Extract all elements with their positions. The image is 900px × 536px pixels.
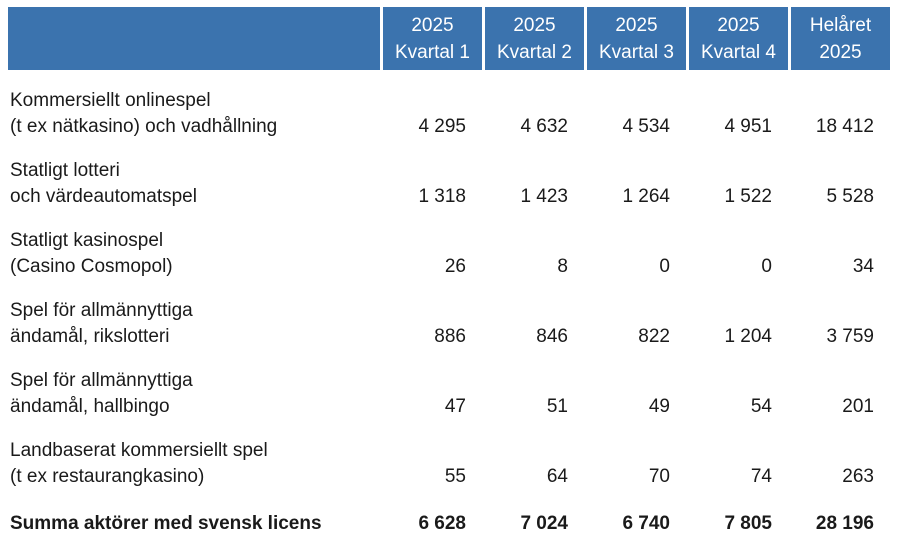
value-cell: 54 (750, 396, 772, 417)
col-header-q4: 2025 Kvartal 4 (686, 7, 788, 70)
value-cell: 4 295 (418, 116, 466, 137)
row-label-line: Landbaserat kommersiellt spel (10, 440, 268, 461)
value-cell: 0 (761, 256, 772, 277)
col-header-q2: 2025 Kvartal 2 (482, 7, 584, 70)
total-row-label: Summa aktörer med svensk licens (10, 513, 322, 534)
value-cell: 74 (750, 466, 772, 487)
col-header-line: Kvartal 2 (497, 41, 572, 63)
col-header-line: Kvartal 1 (395, 41, 470, 63)
value-cell: 1 522 (724, 186, 772, 207)
row-label-line: och värdeautomatspel (10, 186, 197, 207)
table-row-public-benefit-bingo: Spel för allmännyttiga ändamål, hallbing… (8, 350, 890, 420)
row-label: Landbaserat kommersiellt spel (t ex rest… (8, 420, 380, 490)
col-header-line: 2025 (717, 14, 760, 36)
row-label-line: (Casino Cosmopol) (10, 256, 173, 277)
table-row-total: Summa aktörer med svensk licens 6 628 7 … (8, 490, 890, 536)
row-label-line: (t ex restaurangkasino) (10, 466, 205, 487)
value-cell: 26 (444, 256, 466, 277)
row-label-line: ändamål, rikslotteri (10, 326, 170, 347)
col-header-line: Kvartal 4 (701, 41, 776, 63)
total-value-cell: 7 805 (724, 513, 772, 534)
col-header-line: 2025 (411, 14, 454, 36)
col-header-q3: 2025 Kvartal 3 (584, 7, 686, 70)
row-label: Kommersiellt onlinespel (t ex nätkasino)… (8, 70, 380, 140)
row-label-line: ändamål, hallbingo (10, 396, 170, 417)
col-header-line: 2025 (513, 14, 556, 36)
value-cell: 8 (557, 256, 568, 277)
total-value-cell: 7 024 (520, 513, 568, 534)
value-cell: 1 318 (418, 186, 466, 207)
col-header-line: Kvartal 3 (599, 41, 674, 63)
col-header-line: Helåret (809, 14, 872, 36)
value-cell: 3 759 (826, 326, 874, 347)
value-cell: 1 264 (622, 186, 670, 207)
row-label-line: Statligt kasinospel (10, 230, 164, 251)
value-cell: 47 (444, 396, 466, 417)
row-label: Statligt lotteri och värdeautomatspel (8, 140, 380, 210)
row-label-line: Kommersiellt onlinespel (10, 90, 211, 111)
row-label: Statligt kasinospel (Casino Cosmopol) (8, 210, 380, 280)
col-header-q1: 2025 Kvartal 1 (380, 7, 482, 70)
total-value-cell: 6 628 (418, 513, 466, 534)
row-label-line: Statligt lotteri (10, 160, 120, 181)
value-cell: 64 (546, 466, 568, 487)
col-header-line: 2025 (615, 14, 658, 36)
table-row-state-lottery: Statligt lotteri och värdeautomatspel 1 … (8, 140, 890, 210)
value-cell: 1 423 (520, 186, 568, 207)
value-cell: 822 (638, 326, 670, 347)
row-label-line: Spel för allmännyttiga (10, 300, 193, 321)
value-cell: 886 (434, 326, 466, 347)
table-row-state-casino: Statligt kasinospel (Casino Cosmopol) 26… (8, 210, 890, 280)
table-body: Kommersiellt onlinespel (t ex nätkasino)… (8, 70, 890, 536)
value-cell: 4 632 (520, 116, 568, 137)
row-label: Spel för allmännyttiga ändamål, rikslott… (8, 280, 380, 350)
value-cell: 34 (852, 256, 874, 277)
table-header: 2025 Kvartal 1 2025 Kvartal 2 2025 Kvart… (8, 7, 890, 70)
row-label-line: Spel för allmännyttiga (10, 370, 193, 391)
value-cell: 70 (648, 466, 670, 487)
table-row-public-benefit-lottery: Spel för allmännyttiga ändamål, rikslott… (8, 280, 890, 350)
value-cell: 5 528 (826, 186, 874, 207)
value-cell: 4 534 (622, 116, 670, 137)
row-label-line: (t ex nätkasino) och vadhållning (10, 116, 278, 137)
col-header-fullyear: Helåret 2025 (788, 7, 890, 70)
table-row-commercial-online: Kommersiellt onlinespel (t ex nätkasino)… (8, 70, 890, 140)
value-cell: 201 (842, 396, 874, 417)
value-cell: 51 (546, 396, 568, 417)
value-cell: 18 412 (815, 116, 874, 137)
total-value-cell: 6 740 (622, 513, 670, 534)
table-row-landbased-commercial: Landbaserat kommersiellt spel (t ex rest… (8, 420, 890, 490)
value-cell: 55 (444, 466, 466, 487)
value-cell: 4 951 (724, 116, 772, 137)
corner-header-cell (8, 7, 380, 70)
value-cell: 1 204 (724, 326, 772, 347)
value-cell: 263 (842, 466, 874, 487)
col-header-line: 2025 (819, 41, 862, 63)
gambling-revenue-table: 2025 Kvartal 1 2025 Kvartal 2 2025 Kvart… (8, 7, 890, 536)
header-row: 2025 Kvartal 1 2025 Kvartal 2 2025 Kvart… (8, 7, 890, 70)
total-value-cell: 28 196 (815, 513, 874, 534)
value-cell: 846 (536, 326, 568, 347)
row-label: Spel för allmännyttiga ändamål, hallbing… (8, 350, 380, 420)
value-cell: 49 (648, 396, 670, 417)
value-cell: 0 (659, 256, 670, 277)
